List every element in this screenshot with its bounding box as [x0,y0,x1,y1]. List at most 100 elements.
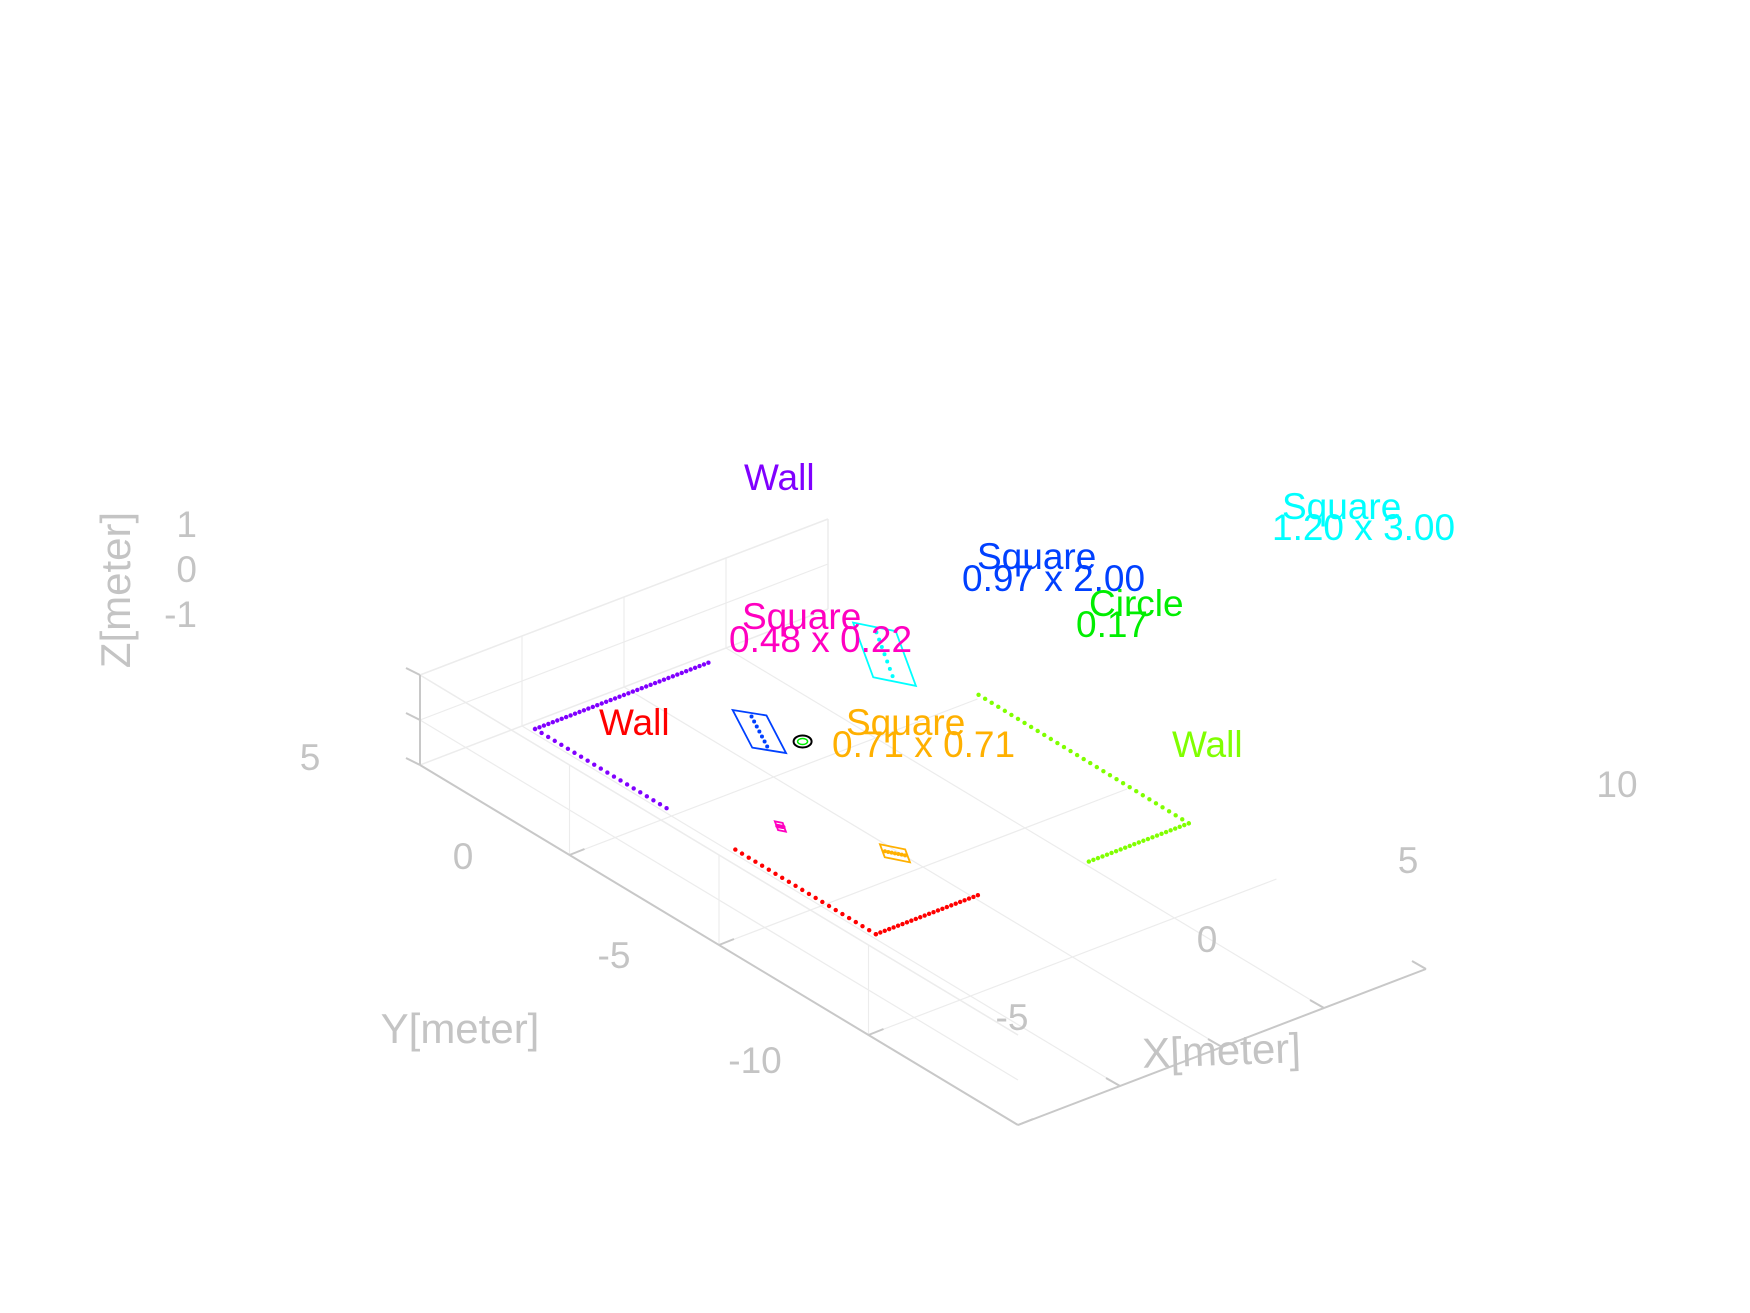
wall-green-point [1095,855,1101,861]
wall-red-point [766,867,772,872]
square-cyan-point [887,666,892,671]
wall-green-point [1166,809,1172,814]
y-axis-label: Y[meter] [381,1005,540,1052]
wall-purple-point [612,696,618,701]
wall-green-point [1061,744,1067,750]
wall-purple-point [559,716,564,721]
z-tick-label: 1 [176,504,197,545]
x-tick [1207,1038,1223,1048]
y-tick-label: -5 [598,935,631,976]
wall-red-point [918,915,923,920]
wall-purple-point [537,725,542,730]
wall-green-point [1068,748,1073,754]
square-orange-outline [878,843,912,864]
square-cyan-point [874,630,879,635]
wall-green-point [1113,848,1119,854]
wall-purple-point [541,723,547,728]
wall-purple-point [563,714,569,720]
wall-green-point [1074,752,1080,758]
wall-red-point [944,904,950,910]
wall-green-point [1150,835,1155,840]
square-magenta-point [775,823,780,828]
box-edge [419,608,829,766]
wall-red-point [826,903,832,909]
square-blue-point [749,714,754,719]
wall-purple-point [578,754,584,759]
wall-purple-point [572,750,577,755]
square-blue-outline [731,708,788,755]
wall-red-point [806,891,812,897]
wall-purple-point [585,758,590,763]
z-tick [405,667,421,676]
square-blue-point [759,734,764,739]
wall-purple-point [651,798,656,803]
wall-label-green: Wall [1172,724,1243,765]
z-tick-label: -1 [164,594,197,635]
wall-purple-point [598,766,603,771]
wall-red-point [886,926,892,932]
wall-red-point [846,915,852,921]
wall-green-point [1134,789,1139,794]
side-wall-grid-line [419,719,1019,1081]
label-layer: Wall Wall Wall Square 1.20 x 3.00 Square… [599,457,1455,765]
wall-red-point [820,899,825,905]
wall-green-point [1168,828,1173,833]
wall-purple-point [618,778,623,783]
wall-green-point [1153,801,1159,806]
wall-red-point [853,919,859,925]
wall-green-point [1136,840,1142,845]
wall-green-point [1182,822,1187,828]
floor-grid-line [725,647,1325,1009]
wall-green-point [1145,836,1151,842]
object-size-label: 1.20 x 3.00 [1272,507,1455,548]
wall-purple-point [581,708,587,713]
square-orange-point [882,849,887,854]
wall-purple-point [626,691,631,696]
x-tick-label: 5 [1398,840,1419,881]
wall-green-point [1127,843,1132,849]
wall-red-point [840,911,845,917]
wall-purple-point [657,679,662,684]
square-cyan-point [879,644,884,649]
wall-purple-point [568,713,573,718]
wall-purple-point [692,665,698,670]
wall-purple-point [595,703,600,708]
wall-purple-point [666,675,671,681]
wall-purple-point [546,721,551,727]
data-layer [532,621,1192,937]
wall-green-point [1028,724,1034,730]
wall-red-point [813,895,818,901]
x-tick [1411,960,1427,970]
wall-green-point [1173,813,1178,818]
wall-purple-point [639,686,644,691]
square-orange-point [896,852,901,857]
square-blue-point [754,724,759,729]
square-cyan-outline [851,621,918,688]
floor-grid-line [569,698,978,856]
square-orange-point [903,853,908,858]
wall-purple-point [644,794,650,799]
wall-purple-point [631,786,636,791]
wall-purple-point [603,699,609,704]
wall-green-point [1140,793,1146,798]
grid-layer [405,518,1427,1126]
wall-purple-point [701,662,707,667]
z-tick-label: 0 [176,549,197,590]
wall-green-point [1180,817,1185,822]
y-tick-label: -10 [728,1040,781,1081]
y-tick-label: 0 [453,836,474,877]
floor-grid-line [718,788,1128,946]
wall-red-point [866,927,872,933]
wall-red-point [779,875,785,880]
z-tick [405,757,421,766]
object-shape-label: Square [1282,486,1401,527]
y-tick [1017,1118,1034,1126]
wall-green-point [1091,857,1096,863]
wall-red-point [773,871,778,876]
wall-purple-point [532,726,538,732]
y-tick [718,938,735,946]
z-tick [405,712,421,721]
wall-green-point [1122,845,1128,850]
wall-green-point [1163,829,1169,835]
wall-red-point [882,928,887,934]
